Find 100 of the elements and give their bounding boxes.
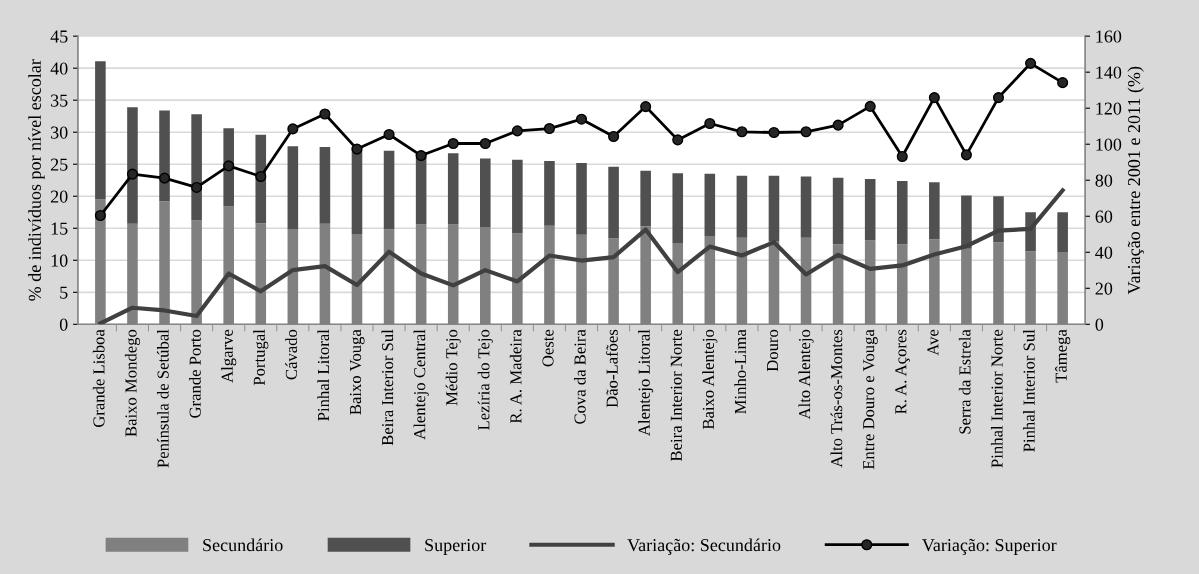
x-tick-label: Tâmega [1055, 329, 1071, 383]
point [126, 168, 139, 180]
x-tick-label: Serra da Estrela [958, 329, 971, 434]
point [640, 101, 652, 113]
point [1057, 77, 1069, 89]
x-tick-label: Alto Trás-os-Montes [830, 329, 843, 468]
point [1025, 57, 1037, 69]
y-tick-label: 45 [50, 30, 68, 43]
point [768, 126, 780, 139]
point [158, 172, 171, 184]
y2-tick-label: 60 [1095, 210, 1113, 223]
x-tick-label: Beira Interior Norte [670, 329, 682, 462]
point [479, 137, 491, 150]
bar [640, 170, 651, 227]
bar [480, 158, 491, 227]
bar [95, 61, 106, 200]
y2-tick-label: 100 [1096, 138, 1122, 151]
point [383, 128, 395, 141]
bar [832, 177, 844, 245]
x-tick-label: Dão-Lafões [605, 329, 618, 408]
bar [383, 150, 395, 230]
x-tick-label: Algarve [221, 329, 237, 383]
x-tick-label: Minho-Lima [734, 329, 747, 414]
point [287, 123, 299, 135]
y-tick-label: 15 [51, 222, 68, 235]
x-tick-label: Entre Douro e Vouga [863, 329, 878, 470]
point [223, 160, 235, 172]
y-tick-label: 30 [51, 126, 68, 139]
y-axis-title: % de indivíduos por nível escolar [28, 59, 45, 301]
point [736, 126, 748, 138]
point [960, 149, 972, 161]
bar [159, 110, 170, 202]
y-tick-label: 5 [60, 286, 68, 299]
bar [961, 195, 972, 249]
y2-tick-label: 160 [1096, 30, 1122, 43]
x-tick-label: Grande Porto [189, 329, 201, 418]
y-tick-label: 35 [51, 94, 68, 107]
line-series [98, 188, 1065, 325]
y-tick-label: 20 [50, 190, 68, 203]
point [704, 117, 716, 130]
x-tick-label: Alto Alentejo [798, 329, 814, 420]
y2-tick-label: 40 [1095, 246, 1113, 259]
y-tick-label: 10 [51, 254, 68, 267]
x-tick-label: R. A. Madeira [509, 329, 522, 424]
legend-label: Variação: Superior [922, 538, 1057, 555]
bar [704, 173, 716, 236]
legend-label: Secundário [203, 538, 283, 552]
bar [929, 182, 940, 240]
bar [736, 175, 748, 238]
legend-label: Superior [425, 539, 487, 555]
bar [319, 146, 331, 224]
point [896, 150, 908, 163]
bar [287, 146, 299, 229]
point [415, 150, 427, 162]
point [575, 113, 588, 125]
bar [447, 153, 459, 225]
x-tick-label: Portugal [253, 329, 269, 386]
point [992, 92, 1005, 104]
bar [191, 114, 202, 221]
bar [864, 178, 876, 241]
x-tick-label: Alentejo Litoral [638, 329, 654, 436]
x-tick-label: Médio Tejo [445, 329, 461, 406]
x-tick-label: Pinhal Interior Norte [990, 329, 1003, 468]
bar [1057, 212, 1068, 252]
x-tick-label: Pinhal Interior Sul [1023, 329, 1035, 452]
y-tick-label: 40 [50, 62, 68, 75]
bar [672, 173, 684, 243]
x-tick-label: Cávado [285, 329, 298, 380]
x-tick-label: Alentejo Central [413, 329, 429, 440]
x-tick-label: Pinhal Litoral [317, 329, 330, 421]
point [864, 100, 876, 112]
point [447, 137, 459, 150]
point [191, 181, 203, 193]
bar [544, 161, 555, 226]
y2-tick-label: 120 [1096, 102, 1122, 115]
y-tick-label: 0 [59, 318, 68, 331]
bar [512, 159, 523, 234]
x-tick-label: Ave [927, 329, 939, 356]
bar [608, 166, 619, 239]
bar [127, 107, 138, 224]
x-tick-label: R. A. Açores [895, 329, 910, 414]
point [608, 130, 620, 143]
y2-axis-title: Variação entre 2001 e 2011 (%) [1127, 66, 1144, 295]
bar [768, 175, 780, 242]
point [672, 134, 684, 146]
point [928, 92, 940, 104]
point [832, 119, 844, 131]
legend-label: Variação: Secundário [627, 538, 781, 555]
y-tick-label: 25 [50, 158, 68, 171]
x-tick-label: Beira Interior Sul [381, 329, 394, 446]
x-tick-label: Baixo Alentejo [702, 329, 718, 430]
x-tick-label: Oeste [542, 329, 554, 367]
point [351, 143, 363, 155]
y2-tick-label: 140 [1096, 66, 1122, 79]
x-tick-label: Cova da Beira [573, 329, 586, 424]
point [543, 122, 555, 135]
point [255, 170, 267, 183]
point [511, 125, 523, 137]
x-tick-label: Península de Setúbal [156, 329, 169, 468]
y2-tick-label: 80 [1095, 174, 1113, 187]
